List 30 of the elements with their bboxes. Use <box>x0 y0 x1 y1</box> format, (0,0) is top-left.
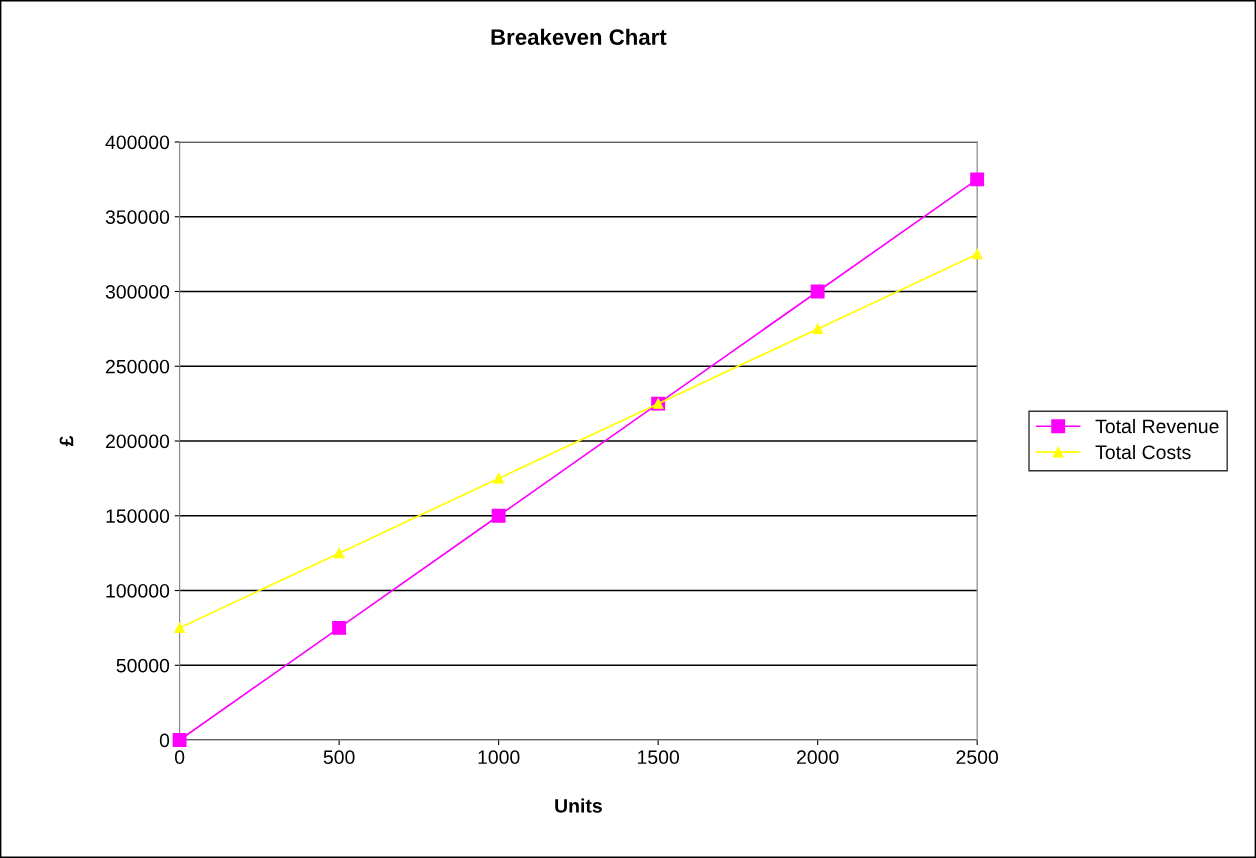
x-tick-label: 1500 <box>638 750 680 765</box>
chart-title: Breakeven Chart <box>491 28 667 45</box>
point <box>493 473 504 484</box>
y-tick-label: 350000 <box>105 210 170 224</box>
x-tick-label: 2000 <box>797 750 839 765</box>
point <box>332 620 347 635</box>
point <box>812 323 823 335</box>
y-tick-label: 100000 <box>106 583 170 598</box>
x-tick-label: 1000 <box>478 750 520 765</box>
x-tick-label: 2500 <box>956 750 999 765</box>
x-tick-label: 0 <box>174 750 185 765</box>
y-tick-label: 400000 <box>105 135 170 150</box>
y-tick-label: 300000 <box>105 284 170 299</box>
point <box>491 508 506 523</box>
x-tick-label: 500 <box>323 750 355 765</box>
y-axis-title: £ <box>59 435 74 447</box>
y-tick-label: 200000 <box>105 434 170 449</box>
point <box>333 547 345 559</box>
y-tick-label: 150000 <box>106 509 170 523</box>
y-tick-label: 50000 <box>116 658 170 673</box>
point <box>971 248 983 260</box>
point <box>970 172 985 187</box>
y-tick-label: 250000 <box>105 359 170 374</box>
point <box>174 622 185 634</box>
legend-label: Total Revenue <box>1095 419 1219 434</box>
y-tick-label: 0 <box>159 733 170 748</box>
legend-label: Total Costs <box>1095 444 1191 460</box>
x-axis-title: Units <box>555 798 602 813</box>
point <box>810 284 825 299</box>
point <box>172 733 187 747</box>
